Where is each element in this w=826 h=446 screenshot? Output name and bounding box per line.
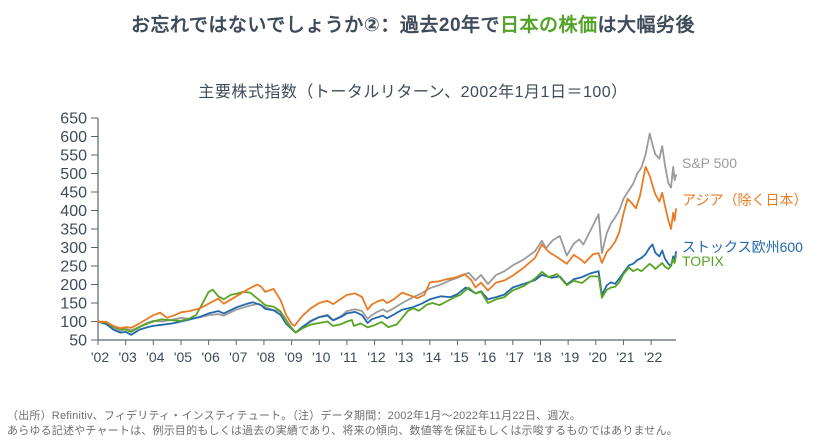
x-tick-label: '20 bbox=[589, 349, 607, 365]
x-tick-label: '05 bbox=[174, 349, 192, 365]
x-tick-label: '02 bbox=[91, 349, 109, 365]
legend-label-sp500: S&P 500 bbox=[682, 155, 738, 171]
x-tick-label: '04 bbox=[146, 349, 164, 365]
y-tick-label: 50 bbox=[69, 333, 87, 350]
disclaimer-note: あらゆる記述やチャートは、例示目的もしくは過去の実績であり、将来の傾向、数値等を… bbox=[7, 425, 679, 437]
y-tick-label: 550 bbox=[60, 148, 87, 165]
page-title-pre: お忘れではないでしょうか②：過去20年で bbox=[130, 15, 501, 36]
y-tick-label: 650 bbox=[60, 111, 87, 128]
x-tick-label: '15 bbox=[450, 349, 468, 365]
y-tick-label: 250 bbox=[60, 259, 87, 276]
legend-label-asia-ex-japan: アジア（除く日本） bbox=[682, 192, 808, 208]
x-tick-label: '10 bbox=[312, 349, 330, 365]
page-title-post: は大幅劣後 bbox=[597, 15, 696, 36]
x-tick-label: '12 bbox=[367, 349, 385, 365]
y-tick-label: 350 bbox=[60, 222, 87, 239]
x-tick-label: '18 bbox=[533, 349, 551, 365]
y-tick-label: 500 bbox=[60, 166, 87, 183]
x-tick-label: '17 bbox=[506, 349, 524, 365]
x-tick-label: '16 bbox=[478, 349, 496, 365]
y-tick-label: 100 bbox=[60, 314, 87, 331]
series-line-topix bbox=[97, 254, 677, 334]
x-tick-label: '08 bbox=[257, 349, 275, 365]
series-line-stoxx bbox=[97, 243, 677, 336]
y-tick-label: 300 bbox=[60, 240, 87, 257]
x-tick-label: '14 bbox=[423, 349, 441, 365]
y-tick-label: 200 bbox=[60, 277, 87, 294]
page-title: お忘れではないでしょうか②：過去20年で日本の株価は大幅劣後 bbox=[0, 10, 826, 37]
x-tick-label: '21 bbox=[616, 349, 634, 365]
y-tick-label: 600 bbox=[60, 129, 87, 146]
source-note: （出所）Refinitiv、フィデリティ・インスティテュート。（注）データ期間：… bbox=[7, 410, 581, 422]
x-tick-label: '22 bbox=[644, 349, 662, 365]
y-tick-label: 150 bbox=[60, 296, 87, 313]
x-tick-label: '06 bbox=[201, 349, 219, 365]
series-line-sp500 bbox=[97, 132, 677, 334]
x-tick-label: '03 bbox=[119, 349, 137, 365]
x-tick-label: '11 bbox=[340, 349, 357, 365]
chart-title: 主要株式指数（トータルリターン、2002年1月1日＝100） bbox=[198, 84, 628, 101]
series-line-asia bbox=[97, 165, 677, 330]
y-tick-label: 450 bbox=[60, 185, 87, 202]
y-tick-label: 400 bbox=[60, 203, 87, 220]
x-tick-label: '19 bbox=[561, 349, 579, 365]
x-tick-label: '09 bbox=[284, 349, 302, 365]
page-title-highlight: 日本の株価 bbox=[500, 15, 598, 36]
legend-label-stoxx-europe-600: ストックス欧州600 bbox=[682, 239, 803, 255]
legend-label-topix: TOPIX bbox=[682, 253, 724, 269]
x-tick-label: '13 bbox=[395, 349, 413, 365]
x-tick-label: '07 bbox=[229, 349, 247, 365]
